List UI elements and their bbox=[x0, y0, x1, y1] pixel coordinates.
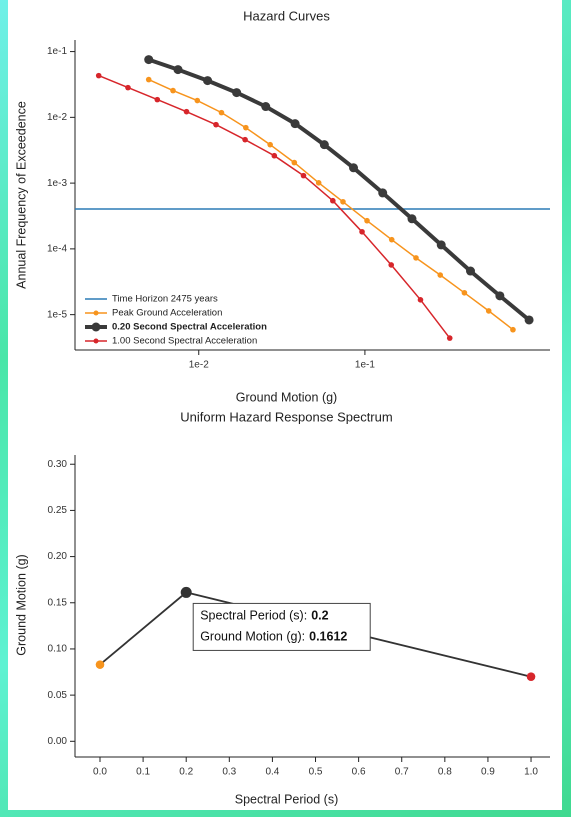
y-tick-label: 0.30 bbox=[48, 459, 68, 470]
data-point bbox=[243, 125, 249, 131]
data-point bbox=[462, 290, 468, 296]
series-line bbox=[149, 80, 513, 330]
data-point bbox=[510, 327, 516, 333]
data-point bbox=[407, 214, 416, 223]
data-point bbox=[203, 76, 212, 85]
x-tick-label: 0.1 bbox=[136, 767, 150, 778]
legend-marker bbox=[94, 339, 99, 344]
data-point bbox=[146, 77, 152, 83]
data-point bbox=[316, 180, 322, 186]
data-point bbox=[330, 198, 336, 204]
tooltip-label: Ground Motion (g): bbox=[200, 630, 305, 644]
series-line bbox=[149, 60, 529, 320]
y-tick-label: 1e-3 bbox=[47, 178, 67, 189]
legend-label: Time Horizon 2475 years bbox=[112, 294, 218, 305]
x-tick-label: 0.0 bbox=[93, 767, 107, 778]
x-tick-label: 1.0 bbox=[524, 767, 538, 778]
data-point bbox=[466, 267, 475, 276]
data-point bbox=[301, 173, 307, 179]
data-point bbox=[154, 97, 160, 103]
data-point bbox=[267, 142, 273, 148]
data-point bbox=[447, 335, 453, 341]
y-tick-label: 0.25 bbox=[48, 505, 68, 516]
data-point bbox=[291, 119, 300, 128]
x-tick-label: 1e-2 bbox=[189, 360, 209, 371]
x-tick-label: 0.3 bbox=[222, 767, 236, 778]
data-point bbox=[418, 297, 424, 303]
data-point bbox=[125, 85, 131, 91]
x-tick-label: 0.2 bbox=[179, 767, 193, 778]
legend-label: 0.20 Second Spectral Acceleration bbox=[112, 322, 267, 333]
data-point bbox=[340, 199, 346, 205]
y-tick-label: 1e-5 bbox=[47, 309, 67, 320]
x-tick-label: 0.4 bbox=[265, 767, 279, 778]
y-tick-label: 0.15 bbox=[48, 597, 68, 608]
data-point bbox=[144, 55, 153, 64]
legend-marker bbox=[94, 311, 99, 316]
y-tick-label: 0.05 bbox=[48, 690, 68, 701]
data-point bbox=[181, 587, 192, 598]
y-tick-label: 0.00 bbox=[48, 736, 68, 747]
y-axis-label: Ground Motion (g) bbox=[14, 554, 28, 655]
x-tick-label: 0.7 bbox=[395, 767, 409, 778]
data-point bbox=[242, 137, 248, 143]
data-point bbox=[525, 315, 534, 324]
legend-label: Peak Ground Acceleration bbox=[112, 308, 222, 319]
tooltip-value: 0.2 bbox=[311, 609, 328, 623]
chart-title: Hazard Curves bbox=[243, 8, 330, 23]
data-point bbox=[389, 237, 395, 243]
data-point bbox=[527, 672, 536, 681]
data-point bbox=[261, 102, 270, 111]
data-point bbox=[96, 73, 102, 79]
data-point bbox=[349, 163, 358, 172]
tooltip: Spectral Period (s): 0.2 Ground Motion (g)… bbox=[193, 603, 370, 650]
data-point bbox=[378, 188, 387, 197]
data-point bbox=[495, 291, 504, 300]
x-tick-label: 0.6 bbox=[352, 767, 366, 778]
data-point bbox=[437, 240, 446, 249]
x-tick-label: 1e-1 bbox=[355, 360, 375, 371]
chart-title: Uniform Hazard Response Spectrum bbox=[180, 409, 392, 424]
data-point bbox=[219, 110, 225, 116]
y-tick-label: 1e-4 bbox=[47, 244, 67, 255]
tooltip-line: Ground Motion (g): 0.1612 bbox=[200, 630, 347, 644]
data-point bbox=[272, 153, 278, 159]
y-tick-label: 1e-2 bbox=[47, 112, 67, 123]
tooltip-label: Spectral Period (s): bbox=[200, 609, 307, 623]
y-tick-label: 0.10 bbox=[48, 644, 68, 655]
y-tick-label: 1e-1 bbox=[47, 46, 67, 57]
data-point bbox=[173, 65, 182, 74]
x-axis-label: Ground Motion (g) bbox=[236, 390, 337, 404]
legend-label: 1.00 Second Spectral Acceleration bbox=[112, 336, 257, 347]
y-tick-label: 0.20 bbox=[48, 551, 68, 562]
data-point bbox=[194, 98, 200, 104]
x-tick-label: 0.8 bbox=[438, 767, 452, 778]
x-tick-label: 0.9 bbox=[481, 767, 495, 778]
page: Hazard Curves Ground Motion (g) Annual Fre… bbox=[0, 0, 571, 817]
data-point bbox=[437, 272, 443, 278]
x-axis-label: Spectral Period (s) bbox=[235, 792, 339, 806]
data-point bbox=[213, 122, 219, 128]
data-point bbox=[292, 160, 298, 166]
data-point bbox=[320, 140, 329, 149]
data-point bbox=[170, 88, 176, 94]
tooltip-value: 0.1612 bbox=[309, 630, 347, 644]
data-point bbox=[96, 660, 105, 669]
data-point bbox=[388, 262, 394, 268]
legend-marker bbox=[92, 323, 101, 332]
data-point bbox=[232, 88, 241, 97]
x-tick-label: 0.5 bbox=[309, 767, 323, 778]
charts: Hazard Curves Ground Motion (g) Annual Fre… bbox=[0, 0, 571, 817]
data-point bbox=[184, 109, 190, 115]
data-point bbox=[364, 218, 370, 224]
data-point bbox=[413, 255, 419, 261]
data-point bbox=[486, 308, 492, 314]
data-point bbox=[359, 229, 365, 235]
y-axis-label: Annual Frequency of Exceedence bbox=[14, 101, 28, 289]
